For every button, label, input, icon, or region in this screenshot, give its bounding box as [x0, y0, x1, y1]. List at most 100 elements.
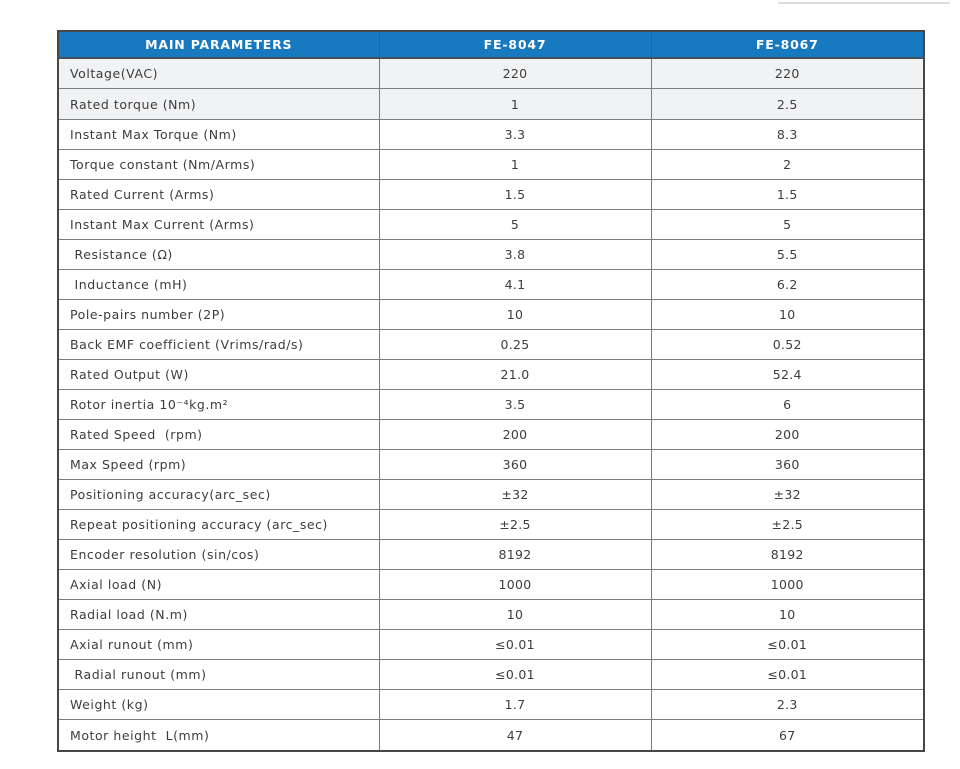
parameter-name-cell: Torque constant (Nm/Arms) [57, 148, 380, 180]
main-parameters-table: MAIN PARAMETERS FE-8047 FE-8067 Voltage(… [57, 30, 925, 752]
parameter-value-cell: ±32 [650, 479, 925, 511]
table-row: Axial load (N) 1000 1000 [57, 569, 925, 601]
table-row: Torque constant (Nm/Arms) 1 2 [57, 148, 925, 180]
parameter-name-cell: Rotor inertia 10⁻⁴kg.m² [57, 388, 380, 421]
parameter-value-cell: ≤0.01 [650, 659, 925, 691]
parameter-value-cell: 1.5 [378, 178, 652, 210]
parameter-value-cell: 47 [378, 719, 652, 752]
table-row: Resistance (Ω) 3.8 5.5 [57, 238, 925, 270]
parameter-value-cell: ≤0.01 [378, 629, 652, 661]
parameter-value-cell: 8192 [650, 539, 925, 571]
parameter-value-cell: 21.0 [378, 358, 652, 390]
table-row: Axial runout (mm) ≤0.01 ≤0.01 [57, 629, 925, 661]
parameter-value-cell: 8192 [378, 539, 652, 571]
parameter-name-cell: Inductance (mH) [57, 268, 380, 300]
parameter-name-cell: Resistance (Ω) [57, 238, 380, 270]
parameter-value-cell: 3.8 [378, 238, 652, 270]
table-body: Voltage(VAC) 220 220 Rated torque (Nm) 1 2.5 I… [57, 57, 925, 752]
header-fe-8067: FE-8067 [650, 30, 925, 59]
parameter-value-cell: ≤0.01 [378, 659, 652, 691]
table-header: MAIN PARAMETERS FE-8047 FE-8067 [57, 30, 925, 59]
parameter-name-cell: Motor height L(mm) [57, 719, 380, 752]
parameter-value-cell: 2 [650, 148, 925, 180]
parameter-value-cell: 5.5 [650, 238, 925, 270]
parameter-name-cell: Radial runout (mm) [57, 659, 380, 691]
parameter-value-cell: 220 [650, 57, 925, 90]
parameter-value-cell: 0.52 [650, 328, 925, 360]
parameter-value-cell: 360 [650, 449, 925, 481]
parameter-name-cell: Rated Current (Arms) [57, 178, 380, 210]
parameter-value-cell: 5 [650, 208, 925, 240]
parameter-value-cell: 1000 [378, 569, 652, 601]
table-row: Rated Output (W) 21.0 52.4 [57, 358, 925, 390]
table-row: Weight (kg) 1.7 2.3 [57, 689, 925, 721]
table-row: Positioning accuracy(arc_sec) ±32 ±32 [57, 479, 925, 511]
parameter-value-cell: 6.2 [650, 268, 925, 300]
header-fe-8047: FE-8047 [378, 30, 652, 59]
parameter-value-cell: 52.4 [650, 358, 925, 390]
parameter-name-cell: Axial runout (mm) [57, 629, 380, 661]
parameter-value-cell: 1.5 [650, 178, 925, 210]
parameter-value-cell: 2.5 [650, 88, 925, 120]
parameter-name-cell: Back EMF coefficient (Vrims/rad/s) [57, 328, 380, 360]
parameter-value-cell: 1 [378, 88, 652, 120]
table-row: Rotor inertia 10⁻⁴kg.m² 3.5 6 [57, 388, 925, 421]
table-row: Instant Max Torque (Nm) 3.3 8.3 [57, 118, 925, 150]
table-row: Max Speed (rpm) 360 360 [57, 449, 925, 481]
parameter-name-cell: Repeat positioning accuracy (arc_sec) [57, 509, 380, 541]
parameter-value-cell: 1 [378, 148, 652, 180]
parameter-value-cell: 1000 [650, 569, 925, 601]
table-row: Pole-pairs number (2P) 10 10 [57, 298, 925, 330]
parameter-name-cell: Radial load (N.m) [57, 599, 380, 631]
parameter-value-cell: 8.3 [650, 118, 925, 150]
parameter-value-cell: 10 [378, 599, 652, 631]
table-row: Rated Current (Arms) 1.5 1.5 [57, 178, 925, 210]
parameter-value-cell: 220 [378, 57, 652, 90]
parameter-value-cell: ±2.5 [650, 509, 925, 541]
cropped-element-edge [778, 2, 950, 4]
table-row: Back EMF coefficient (Vrims/rad/s) 0.25 0.… [57, 328, 925, 360]
parameter-value-cell: 3.3 [378, 118, 652, 150]
parameter-value-cell: 10 [650, 298, 925, 330]
table-row: Repeat positioning accuracy (arc_sec) ±2.… [57, 509, 925, 541]
parameter-value-cell: 2.3 [650, 689, 925, 721]
table-header-row: MAIN PARAMETERS FE-8047 FE-8067 [57, 30, 925, 59]
table-row: Radial runout (mm) ≤0.01 ≤0.01 [57, 659, 925, 691]
parameter-value-cell: ±2.5 [378, 509, 652, 541]
parameter-value-cell: 1.7 [378, 689, 652, 721]
table-row: Encoder resolution (sin/cos) 8192 8192 [57, 539, 925, 571]
table-row: Motor height L(mm) 47 67 [57, 719, 925, 752]
table-row: Instant Max Current (Arms) 5 5 [57, 208, 925, 240]
parameter-name-cell: Rated torque (Nm) [57, 88, 380, 120]
header-main-parameters: MAIN PARAMETERS [57, 30, 380, 59]
parameter-value-cell: 200 [378, 418, 652, 451]
table-row: Inductance (mH) 4.1 6.2 [57, 268, 925, 300]
parameter-value-cell: 0.25 [378, 328, 652, 360]
parameter-name-cell: Encoder resolution (sin/cos) [57, 539, 380, 571]
parameter-value-cell: 200 [650, 418, 925, 451]
parameter-value-cell: 10 [650, 599, 925, 631]
parameter-value-cell: 3.5 [378, 388, 652, 421]
parameter-name-cell: Voltage(VAC) [57, 57, 380, 90]
parameter-value-cell: ±32 [378, 479, 652, 511]
parameter-value-cell: 6 [650, 388, 925, 421]
table-row: Radial load (N.m) 10 10 [57, 599, 925, 631]
parameter-name-cell: Instant Max Current (Arms) [57, 208, 380, 240]
parameter-value-cell: 5 [378, 208, 652, 240]
parameter-value-cell: 4.1 [378, 268, 652, 300]
parameter-name-cell: Positioning accuracy(arc_sec) [57, 479, 380, 511]
parameter-value-cell: 67 [650, 719, 925, 752]
parameter-name-cell: Max Speed (rpm) [57, 449, 380, 481]
parameter-value-cell: 10 [378, 298, 652, 330]
parameter-name-cell: Weight (kg) [57, 689, 380, 721]
table-row: Voltage(VAC) 220 220 [57, 57, 925, 90]
table-row: Rated Speed (rpm) 200 200 [57, 418, 925, 451]
parameter-value-cell: ≤0.01 [650, 629, 925, 661]
parameter-name-cell: Axial load (N) [57, 569, 380, 601]
parameter-name-cell: Pole-pairs number (2P) [57, 298, 380, 330]
parameter-name-cell: Rated Speed (rpm) [57, 418, 380, 451]
parameter-value-cell: 360 [378, 449, 652, 481]
parameter-name-cell: Instant Max Torque (Nm) [57, 118, 380, 150]
table-row: Rated torque (Nm) 1 2.5 [57, 88, 925, 120]
